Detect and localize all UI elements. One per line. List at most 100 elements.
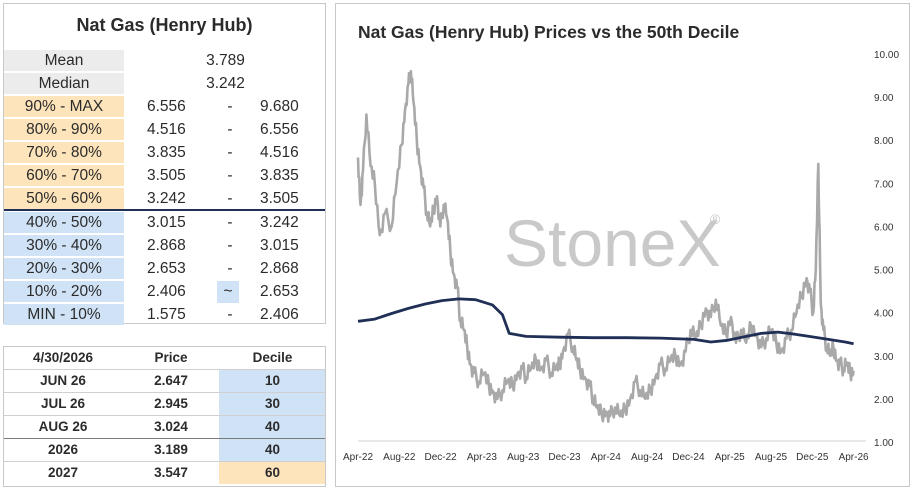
contract-row: AUG 26 3.024 40 [3,416,326,439]
stats-row-mean: Mean 3.789 [4,50,325,73]
decile-low-value: 2.653 [147,260,186,277]
y-tick-label: 2.00 [874,395,894,406]
decile-separator-highlight: ~ [217,281,239,303]
section-divider [3,438,326,439]
decile-separator: - [227,121,233,138]
decile-low-value: 3.835 [147,144,186,161]
decile-high-value: 2.653 [260,283,299,300]
y-axis-labels: 1.00 2.00 3.00 4.00 5.00 6.00 7.00 8.00 9.00 10.0… [874,50,899,449]
mean-label: Mean [4,50,124,72]
contract-decile-table: 4/30/2026 Price Decile JUN 26 2.647 10 J… [3,346,326,487]
x-tick-label: Dec-22 [424,452,457,463]
decile-separator: - [227,167,233,184]
decile-range-label: 70% - 80% [4,142,124,164]
contract-table-header: 4/30/2026 Price Decile [3,347,326,370]
decile-range-label: 10% - 20% [4,281,124,303]
decile-range-label: 30% - 40% [4,235,124,257]
decile-high-value: 3.015 [260,237,299,254]
decile-high-value: 2.868 [260,260,299,277]
row-divider [3,392,326,393]
decile-range-label: 90% - MAX [4,96,124,118]
decile-range-label: 60% - 70% [4,165,124,187]
decile-low-value: 3.015 [147,214,186,231]
x-tick-label: Apr-23 [467,452,497,463]
median-label: Median [4,73,124,95]
contract-decile: 60 [219,462,326,484]
decile-separator: - [227,98,233,115]
decile-separator: - [227,190,233,207]
stats-row-median: Median 3.242 [4,73,325,96]
decile-row: 40% - 50% 3.015 - 3.242 [4,212,325,235]
stats-table-title: Nat Gas (Henry Hub) [76,15,253,35]
contract-price: 3.547 [154,465,188,480]
x-tick-label: Dec-25 [796,452,829,463]
x-tick-label: Aug-23 [507,452,540,463]
decile-low-value: 1.575 [147,306,186,323]
decile-low-value: 3.505 [147,167,186,184]
contract-name: 2026 [47,442,79,457]
x-tick-label: Dec-24 [672,452,705,463]
mean-value: 3.789 [206,52,245,69]
decile-range-label: 40% - 50% [4,212,124,234]
decile-row: 10% - 20% 2.406 ~ 2.653 [4,281,325,304]
decile-row: 30% - 40% 2.868 - 3.015 [4,235,325,258]
contract-row: JUL 26 2.945 30 [3,393,326,416]
decile-row: 50% - 60% 3.242 - 3.505 [4,188,325,211]
x-tick-label: Apr-26 [839,452,869,463]
contract-row: JUN 26 2.647 10 [3,370,326,393]
decile-high-value: 3.505 [260,190,299,207]
header-price: Price [125,347,217,369]
y-tick-label: 1.00 [874,438,894,449]
chart-title: Nat Gas (Henry Hub) Prices vs the 50th D… [358,22,740,42]
row-divider [3,461,326,462]
y-tick-label: 9.00 [874,93,894,104]
contract-row: 2026 3.189 40 [3,439,326,462]
x-tick-label: Dec-23 [548,452,581,463]
y-tick-label: 8.00 [874,136,894,147]
decile-separator: - [227,306,233,323]
watermark-registered-mark: ® [710,211,721,227]
stonex-watermark: StoneX [504,206,721,280]
x-tick-label: Apr-22 [343,452,373,463]
decile-low-value: 6.556 [147,98,186,115]
decile-high-value: 3.835 [260,167,299,184]
contract-decile: 40 [219,416,326,438]
decile-low-value: 4.516 [147,121,186,138]
contract-decile: 40 [219,439,326,461]
decile-row: 90% - MAX 6.556 - 9.680 [4,96,325,119]
contract-decile: 10 [219,370,326,392]
median-divider-line [4,209,325,211]
x-tick-label: Aug-22 [383,452,416,463]
row-divider [3,415,326,416]
x-tick-label: Apr-24 [591,452,621,463]
decile-range-label: 80% - 90% [4,119,124,141]
decile-separator: - [227,214,233,231]
decile-row: 20% - 30% 2.653 - 2.868 [4,258,325,281]
x-tick-label: Aug-24 [631,452,664,463]
decile-high-value: 3.242 [260,214,299,231]
contract-price: 3.024 [154,419,188,434]
decile-low-value: 2.406 [147,283,186,300]
contract-name: JUN 26 [40,373,86,388]
decile-high-value: 6.556 [260,121,299,138]
decile-separator: - [227,260,233,277]
y-tick-label: 5.00 [874,266,894,277]
decile-high-value: 2.406 [260,306,299,323]
decile-high-value: 4.516 [260,144,299,161]
decile-stats-table: Nat Gas (Henry Hub) Mean 3.789 Median 3.… [3,3,326,326]
row-divider [3,369,326,370]
contract-name: AUG 26 [38,419,88,434]
contract-price: 2.945 [154,396,188,411]
contract-decile: 30 [219,393,326,415]
y-tick-label: 10.00 [874,50,899,61]
contract-price: 2.647 [154,373,188,388]
median-value: 3.242 [206,75,245,92]
header-date: 4/30/2026 [3,347,123,369]
y-tick-label: 6.00 [874,222,894,233]
contract-name: JUL 26 [40,396,86,411]
price-chart-panel: Nat Gas (Henry Hub) Prices vs the 50th D… [335,3,910,487]
decile-row: 80% - 90% 4.516 - 6.556 [4,119,325,142]
decile-range-label: 50% - 60% [4,188,124,210]
decile-series-line [357,297,854,346]
y-tick-label: 4.00 [874,309,894,320]
